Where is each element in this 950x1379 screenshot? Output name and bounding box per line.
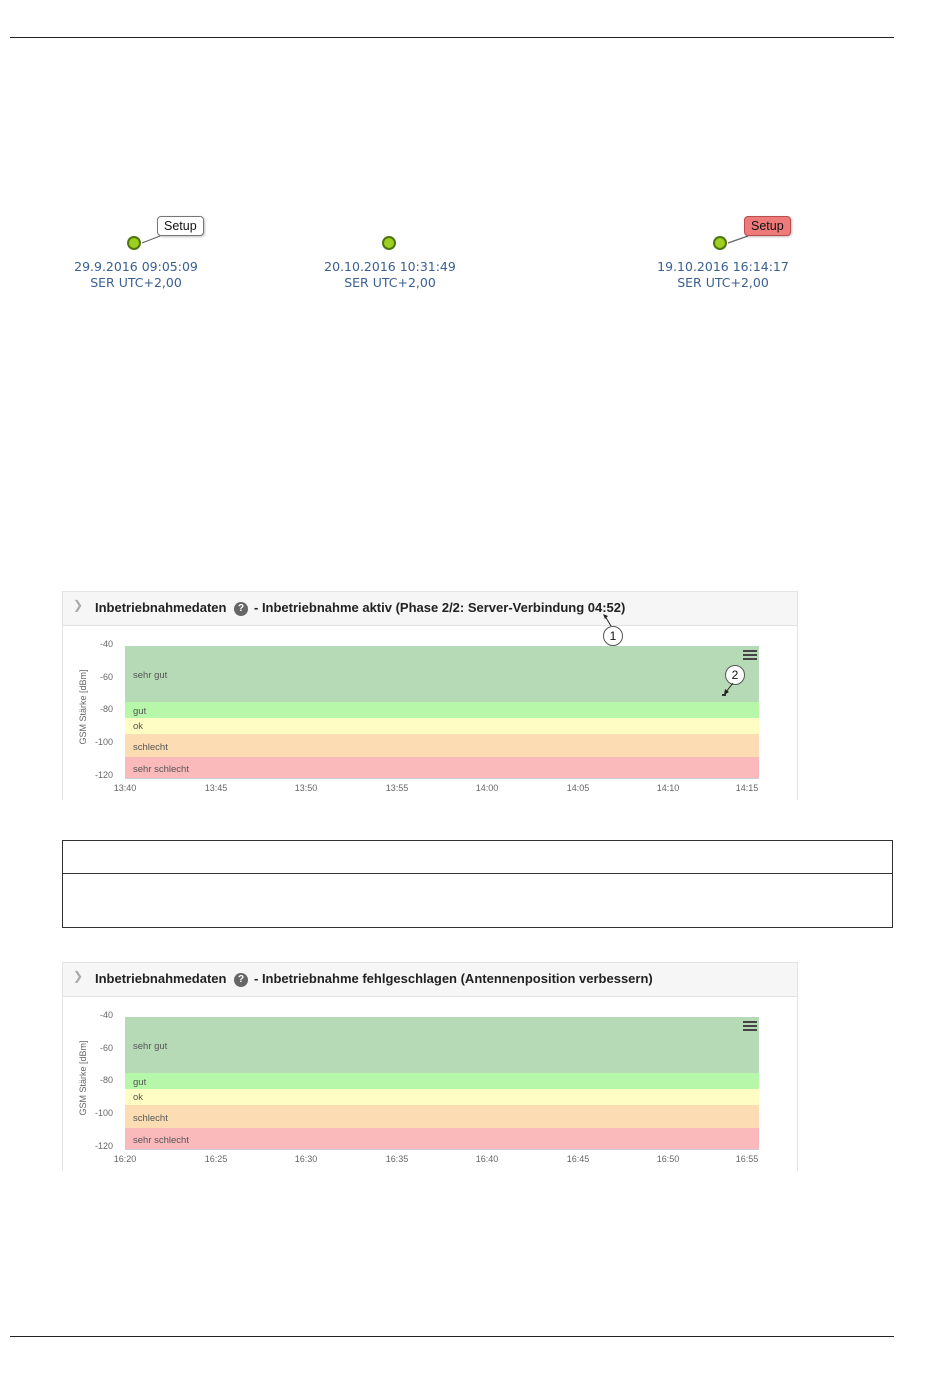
- bottom-rule: [10, 1336, 894, 1337]
- bubble-pointer-icon: [141, 235, 161, 244]
- panel-title: Inbetriebnahmedaten: [95, 971, 227, 986]
- x-tick: 16:25: [204, 1154, 228, 1164]
- x-tick: 16:20: [113, 1154, 137, 1164]
- x-tick: 14:10: [656, 783, 680, 793]
- panel-status: - Inbetriebnahme fehlgeschlagen (Antenne…: [254, 971, 653, 986]
- callout-arrow-icon: [603, 614, 612, 627]
- y-tick: -100: [94, 737, 113, 747]
- x-tick: 14:05: [566, 783, 590, 793]
- device-timezone: SER UTC+2,00: [344, 275, 436, 290]
- band-gut: gut: [125, 702, 759, 718]
- x-axis-line: [125, 1149, 759, 1150]
- help-icon[interactable]: ?: [234, 602, 248, 616]
- device-date: 29.9.2016 09:05:09: [74, 259, 198, 274]
- commissioning-panel-failed: ❯ Inbetriebnahmedaten ? - Inbetriebnahme…: [62, 962, 798, 1171]
- callout-arrow-icon: [724, 682, 734, 695]
- chart-menu-icon[interactable]: [743, 648, 757, 662]
- y-tick: -120: [94, 770, 113, 780]
- note-table: [62, 840, 893, 928]
- y-tick: -100: [94, 1108, 113, 1118]
- y-tick: -80: [99, 1075, 113, 1085]
- chevron-down-icon[interactable]: ❯: [73, 598, 84, 612]
- panel-status: - Inbetriebnahme aktiv (Phase 2/2: Serve…: [254, 600, 626, 615]
- signal-band-plot: sehr gut gut ok schlecht sehr schlecht: [125, 1017, 759, 1149]
- band-sehr-gut: sehr gut: [125, 646, 759, 702]
- x-tick: 14:00: [475, 783, 499, 793]
- setup-bubble-error[interactable]: Setup: [744, 216, 791, 236]
- x-tick: 13:45: [204, 783, 228, 793]
- x-tick: 13:55: [385, 783, 409, 793]
- x-tick: 16:50: [656, 1154, 680, 1164]
- setup-bubble[interactable]: Setup: [157, 216, 204, 236]
- device-timezone: SER UTC+2,00: [90, 275, 182, 290]
- y-tick: -60: [99, 672, 113, 682]
- commissioning-panel-active: ❯ Inbetriebnahmedaten ? - Inbetriebnahme…: [62, 591, 798, 800]
- x-tick: 13:50: [294, 783, 318, 793]
- device-date: 20.10.2016 10:31:49: [324, 259, 456, 274]
- chevron-down-icon[interactable]: ❯: [73, 969, 84, 983]
- band-sehr-schlecht: sehr schlecht: [125, 1128, 759, 1149]
- device-timezone: SER UTC+2,00: [677, 275, 769, 290]
- y-tick: -40: [99, 639, 113, 649]
- bubble-pointer-icon: [727, 235, 749, 244]
- callout-1: 1: [603, 626, 623, 646]
- status-dot-icon: [382, 236, 396, 250]
- x-axis-line: [125, 778, 759, 779]
- x-tick: 16:40: [475, 1154, 499, 1164]
- status-dot-icon: [127, 236, 141, 250]
- y-tick: -120: [94, 1141, 113, 1151]
- y-tick: -40: [99, 1010, 113, 1020]
- status-dot-icon: [713, 236, 727, 250]
- signal-band-plot: sehr gut gut ok schlecht sehr schlecht: [125, 646, 759, 778]
- x-tick: 16:35: [385, 1154, 409, 1164]
- band-ok: ok: [125, 1089, 759, 1105]
- x-tick: 14:15: [735, 783, 759, 793]
- band-sehr-gut: sehr gut: [125, 1017, 759, 1073]
- device-date: 19.10.2016 16:14:17: [657, 259, 789, 274]
- chart-menu-icon[interactable]: [743, 1019, 757, 1033]
- band-schlecht: schlecht: [125, 1105, 759, 1128]
- band-schlecht: schlecht: [125, 734, 759, 757]
- panel-header[interactable]: ❯ Inbetriebnahmedaten ? - Inbetriebnahme…: [63, 963, 797, 997]
- x-tick: 16:30: [294, 1154, 318, 1164]
- callout-2: 2: [725, 665, 745, 685]
- help-icon[interactable]: ?: [234, 973, 248, 987]
- x-tick: 16:55: [735, 1154, 759, 1164]
- band-gut: gut: [125, 1073, 759, 1089]
- panel-header[interactable]: ❯ Inbetriebnahmedaten ? - Inbetriebnahme…: [63, 592, 797, 626]
- y-tick: -60: [99, 1043, 113, 1053]
- band-sehr-schlecht: sehr schlecht: [125, 757, 759, 778]
- x-tick: 16:45: [566, 1154, 590, 1164]
- top-rule: [10, 37, 894, 38]
- band-ok: ok: [125, 718, 759, 734]
- note-table-header: [63, 841, 892, 874]
- x-tick: 13:40: [113, 783, 137, 793]
- panel-title: Inbetriebnahmedaten: [95, 600, 227, 615]
- y-tick: -80: [99, 704, 113, 714]
